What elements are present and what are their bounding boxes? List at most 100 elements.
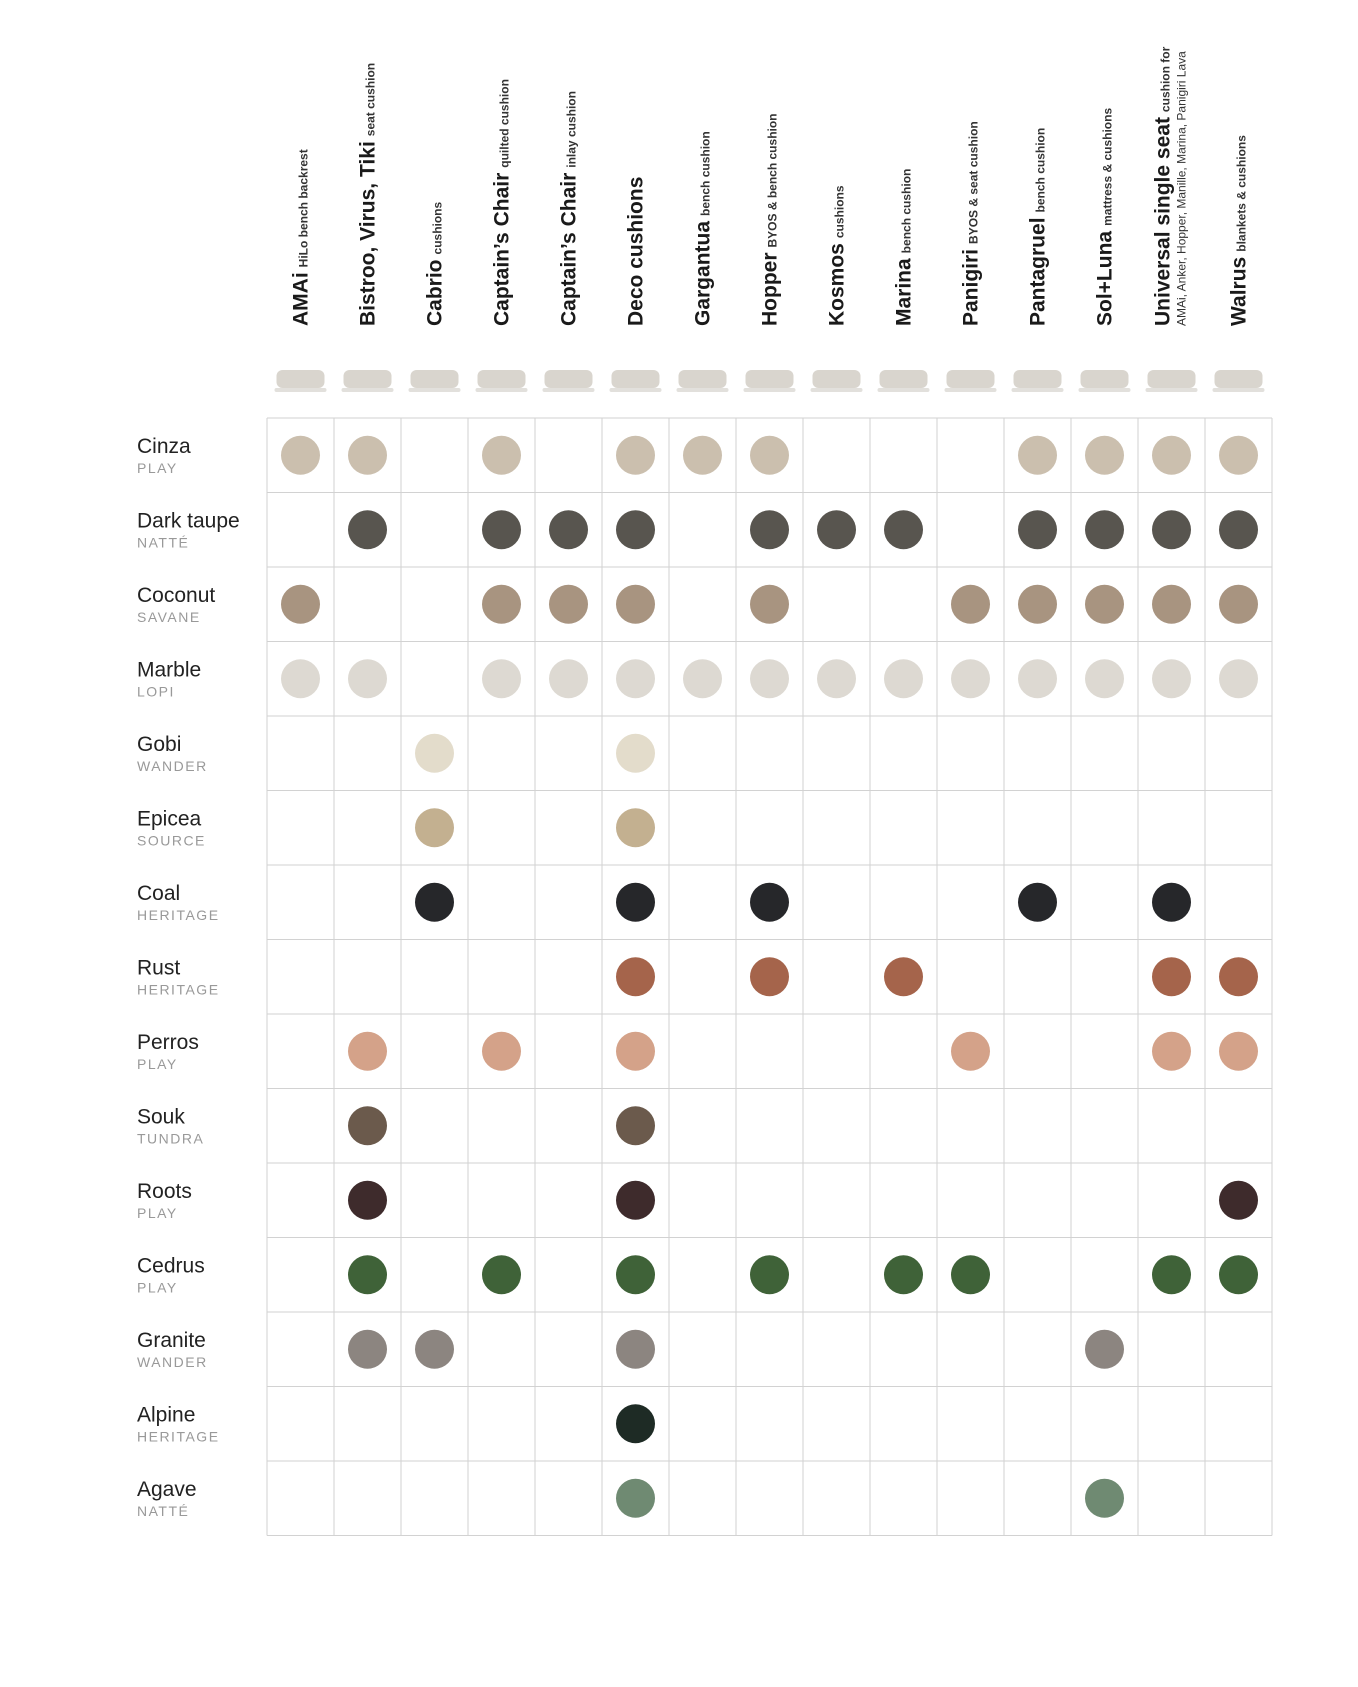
swatch xyxy=(1018,659,1057,699)
row-collection: LOPI xyxy=(137,684,175,700)
swatch xyxy=(482,1255,521,1295)
swatch xyxy=(1219,510,1258,550)
product-icon xyxy=(678,370,727,388)
row-name: Cedrus xyxy=(137,1255,205,1278)
swatch xyxy=(817,659,856,699)
swatch xyxy=(951,584,990,624)
column-sub: bench cushion xyxy=(699,131,713,216)
product-icon xyxy=(477,370,526,388)
swatch xyxy=(549,659,588,699)
swatch xyxy=(1152,584,1191,624)
swatch xyxy=(817,510,856,550)
swatch xyxy=(1085,584,1124,624)
product-icon xyxy=(343,370,392,388)
row-collection: NATTÉ xyxy=(137,1503,189,1519)
swatch xyxy=(616,733,655,773)
column-name: Cabrio xyxy=(424,259,447,326)
swatch xyxy=(750,584,789,624)
swatch xyxy=(1152,1031,1191,1071)
row-name: Alpine xyxy=(137,1404,195,1427)
row-name: Marble xyxy=(137,659,201,682)
column-name: Deco cushions xyxy=(625,177,648,326)
row-name: Dark taupe xyxy=(137,510,240,533)
row-name: Agave xyxy=(137,1478,197,1501)
swatch xyxy=(616,1031,655,1071)
swatch xyxy=(415,808,454,848)
column-sub: BYOS & seat cushion xyxy=(967,121,981,244)
row-name: Souk xyxy=(137,1106,185,1129)
swatch xyxy=(884,659,923,699)
swatch xyxy=(348,435,387,475)
swatch xyxy=(482,659,521,699)
product-icon xyxy=(1080,370,1129,388)
swatch xyxy=(616,510,655,550)
column-name: Sol+Luna xyxy=(1094,231,1117,326)
row-name: Roots xyxy=(137,1180,192,1203)
swatch xyxy=(549,510,588,550)
swatch xyxy=(1219,957,1258,997)
swatch xyxy=(750,510,789,550)
swatch xyxy=(683,659,722,699)
row-name: Coconut xyxy=(137,584,215,607)
swatch xyxy=(1219,584,1258,624)
swatch xyxy=(1085,510,1124,550)
product-icon xyxy=(946,370,995,388)
swatch xyxy=(1085,1478,1124,1518)
column-sub: BYOS & bench cushion xyxy=(766,113,780,247)
swatch xyxy=(1219,659,1258,699)
swatch xyxy=(750,957,789,997)
swatch xyxy=(951,1255,990,1295)
product-icon-shadow xyxy=(1145,388,1198,392)
product-icon-shadow xyxy=(274,388,327,392)
swatch xyxy=(750,435,789,475)
swatch xyxy=(951,1031,990,1071)
swatch xyxy=(281,659,320,699)
swatch xyxy=(1219,1255,1258,1295)
swatch xyxy=(616,435,655,475)
swatch xyxy=(750,1255,789,1295)
row-collection: PLAY xyxy=(137,460,178,476)
row-name: Rust xyxy=(137,957,180,980)
swatch xyxy=(1219,1031,1258,1071)
swatch xyxy=(1018,510,1057,550)
column-sub: bench cushion xyxy=(900,169,914,254)
column-header: Walrus blankets & cushions xyxy=(1228,135,1251,326)
swatch xyxy=(616,808,655,848)
column-name: Kosmos xyxy=(826,243,849,326)
swatch xyxy=(348,1329,387,1369)
column-header: Universal single seat cushion for xyxy=(1152,46,1175,326)
swatch xyxy=(616,584,655,624)
product-icon xyxy=(1013,370,1062,388)
column-header: Gargantua bench cushion xyxy=(692,131,715,326)
swatch xyxy=(348,1106,387,1146)
column-header: Bistroo, Virus, Tiki seat cushion xyxy=(357,63,380,326)
row-collection: HERITAGE xyxy=(137,1429,220,1445)
swatch xyxy=(482,1031,521,1071)
product-icon-shadow xyxy=(1011,388,1064,392)
column-name: Pantagruel xyxy=(1027,217,1050,326)
swatch xyxy=(348,1255,387,1295)
product-icon-shadow xyxy=(1212,388,1265,392)
column-name: AMAi xyxy=(290,272,313,326)
swatch xyxy=(348,510,387,550)
column-header: Sol+Luna mattress & cushions xyxy=(1094,108,1117,326)
row-name: Cinza xyxy=(137,435,191,458)
column-sub: blankets & cushions xyxy=(1235,135,1249,252)
swatch xyxy=(482,435,521,475)
row-name: Perros xyxy=(137,1031,199,1054)
swatch xyxy=(616,1329,655,1369)
product-icon-shadow xyxy=(609,388,662,392)
column-header: Kosmos cushions xyxy=(826,185,849,326)
swatch xyxy=(281,435,320,475)
swatch xyxy=(1018,435,1057,475)
product-icon xyxy=(410,370,459,388)
product-icon xyxy=(1214,370,1263,388)
column-header: Pantagruel bench cushion xyxy=(1027,128,1050,326)
product-icon-shadow xyxy=(341,388,394,392)
swatch xyxy=(415,733,454,773)
swatch xyxy=(348,1180,387,1220)
swatch xyxy=(616,957,655,997)
column-name: Walrus xyxy=(1228,257,1251,326)
row-collection: HERITAGE xyxy=(137,982,220,998)
